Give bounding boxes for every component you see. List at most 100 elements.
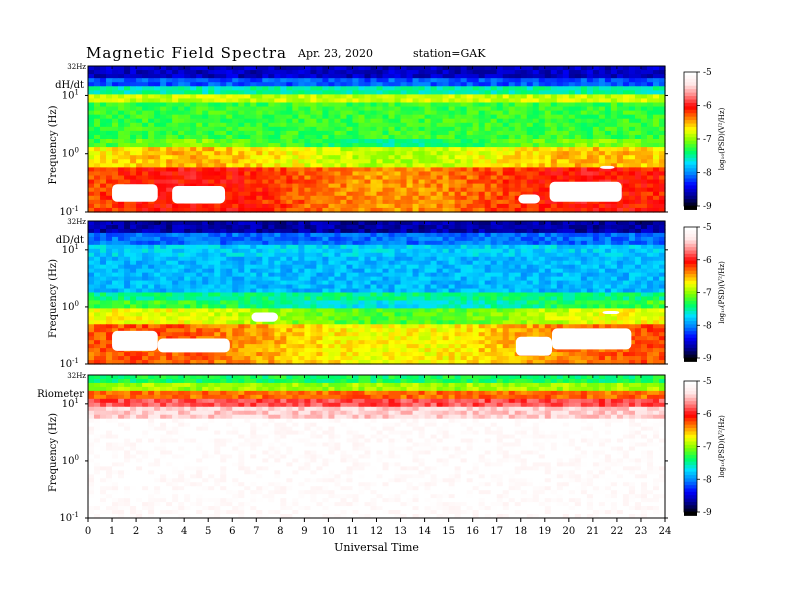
spectrogram-cell bbox=[184, 268, 191, 274]
spectrogram-cell bbox=[460, 228, 468, 234]
spectrogram-cell bbox=[106, 232, 113, 238]
spectrogram-cell bbox=[316, 66, 324, 71]
spectrogram-cell bbox=[214, 203, 221, 209]
spectrogram-cell bbox=[652, 94, 660, 100]
spectrogram-cell bbox=[658, 232, 666, 238]
spectrogram-cell bbox=[112, 175, 119, 181]
spectrogram-cell bbox=[634, 221, 642, 226]
spectrogram-cell bbox=[226, 280, 233, 286]
spectrogram-cell bbox=[118, 167, 125, 173]
spectrogram-cell bbox=[406, 187, 414, 193]
spectrogram-cell bbox=[610, 86, 618, 91]
spectrogram-cell bbox=[490, 203, 498, 209]
spectrogram-cell bbox=[430, 118, 438, 124]
spectrogram-cell bbox=[184, 82, 191, 87]
spectrogram-cell bbox=[382, 260, 390, 266]
spectrogram-cell bbox=[136, 151, 143, 156]
spectrogram-cell bbox=[100, 122, 107, 128]
spectrogram-cell bbox=[454, 232, 462, 238]
spectrogram-cell bbox=[196, 175, 203, 181]
spectrogram-cell bbox=[616, 207, 624, 213]
spectrogram-cell bbox=[232, 187, 239, 193]
spectrogram-cell bbox=[124, 175, 131, 181]
spectrogram-cell bbox=[190, 240, 197, 246]
spectrogram-cell bbox=[586, 264, 594, 270]
spectrogram-cell bbox=[454, 122, 462, 128]
spectrogram-cell bbox=[460, 256, 468, 262]
spectrogram-cell bbox=[370, 74, 378, 79]
spectrogram-cell bbox=[436, 183, 444, 189]
spectrogram-cell bbox=[646, 203, 654, 209]
spectrogram-cell bbox=[202, 143, 209, 148]
spectrogram-cell bbox=[502, 264, 510, 270]
spectrogram-cell bbox=[190, 110, 197, 116]
spectrogram-cell bbox=[238, 126, 245, 132]
spectrogram-cell bbox=[148, 179, 155, 185]
spectrogram-cell bbox=[142, 90, 149, 95]
spectrogram-cell bbox=[640, 159, 648, 164]
spectrogram-cell bbox=[88, 260, 95, 266]
spectrogram-cell bbox=[628, 252, 636, 258]
spectrogram-cell bbox=[304, 195, 311, 201]
spectrogram-cell bbox=[574, 90, 582, 95]
spectrogram-cell bbox=[178, 118, 185, 124]
spectrogram-cell bbox=[484, 203, 492, 209]
spectrogram-cell bbox=[316, 126, 324, 132]
spectrogram-cell bbox=[340, 236, 348, 242]
spectrogram-cell bbox=[214, 163, 221, 168]
spectrogram-cell bbox=[124, 167, 131, 173]
spectrogram-cell bbox=[622, 70, 630, 75]
spectrogram-cell bbox=[478, 82, 486, 87]
spectrogram-cell bbox=[208, 114, 215, 120]
spectrogram-cell bbox=[340, 244, 348, 250]
spectrogram-cell bbox=[370, 276, 378, 282]
spectrogram-cell bbox=[388, 94, 396, 100]
spectrogram-cell bbox=[550, 221, 558, 226]
spectrogram-cell bbox=[466, 106, 474, 112]
spectrogram-cell bbox=[100, 175, 107, 181]
spectrogram-cell bbox=[352, 179, 360, 185]
spectrogram-cell bbox=[142, 159, 149, 164]
spectrogram-cell bbox=[484, 78, 492, 83]
spectrogram-cell bbox=[292, 195, 299, 201]
spectrogram-cell bbox=[160, 126, 167, 132]
spectrogram-cell bbox=[454, 139, 462, 144]
spectrogram-cell bbox=[250, 167, 257, 173]
spectrogram-cell bbox=[592, 147, 600, 152]
spectrogram-cell bbox=[256, 240, 263, 246]
spectrogram-cell bbox=[298, 151, 305, 156]
spectrogram-cell bbox=[154, 207, 161, 213]
spectrogram-cell bbox=[412, 240, 420, 246]
spectrogram-cell bbox=[178, 94, 185, 100]
spectrogram-cell bbox=[118, 118, 125, 124]
spectrogram-cell bbox=[280, 236, 287, 242]
spectrogram-cell bbox=[436, 102, 444, 108]
spectrogram-cell bbox=[328, 134, 336, 140]
spectrogram-cell bbox=[166, 102, 173, 108]
spectrogram-cell bbox=[322, 171, 330, 177]
spectrogram-cell bbox=[298, 90, 305, 95]
spectrogram-cell bbox=[364, 187, 372, 193]
spectrogram-cell bbox=[376, 102, 384, 108]
spectrogram-cell bbox=[340, 94, 348, 100]
spectrogram-cell bbox=[592, 272, 600, 278]
spectrogram-cell bbox=[562, 264, 570, 270]
spectrogram-cell bbox=[214, 268, 221, 274]
spectrogram-cell bbox=[394, 130, 402, 136]
spectrogram-cell bbox=[208, 260, 215, 266]
spectrogram-cell bbox=[550, 199, 558, 205]
spectrogram-cell bbox=[250, 159, 257, 164]
colorbar-tick-label: -8 bbox=[703, 169, 712, 179]
spectrogram-cell bbox=[550, 276, 558, 282]
spectrogram-cell bbox=[628, 260, 636, 266]
spectrogram-cell bbox=[634, 199, 642, 205]
spectrogram-cell bbox=[262, 66, 269, 71]
spectrogram-cell bbox=[280, 224, 287, 230]
spectrogram-cell bbox=[238, 244, 245, 250]
spectrogram-cell bbox=[346, 171, 354, 177]
spectrogram-cell bbox=[394, 163, 402, 168]
spectrogram-cell bbox=[376, 70, 384, 75]
spectrogram-cell bbox=[310, 240, 317, 246]
spectrogram-cell bbox=[232, 207, 239, 213]
spectrogram-cell bbox=[580, 102, 588, 108]
